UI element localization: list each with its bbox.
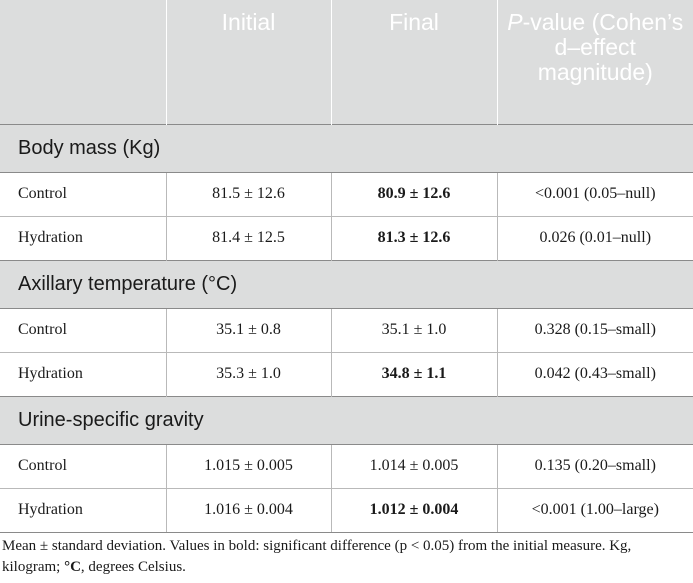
table-row: Control 1.015 ± 0.005 1.014 ± 0.005 0.13… <box>0 444 693 488</box>
header-p-value: P-value (Cohen’s d–effect magnitude) <box>496 0 693 124</box>
header-final: Final <box>330 0 497 124</box>
group-cell: Hydration <box>0 351 166 396</box>
table-row: Hydration 35.3 ± 1.0 34.8 ± 1.1 0.042 (0… <box>0 351 693 396</box>
section-header-row: Axillary temperature (°C) <box>0 259 693 309</box>
header-empty-cell <box>0 0 166 124</box>
table-row: Control 35.1 ± 0.8 35.1 ± 1.0 0.328 (0.1… <box>0 308 693 352</box>
table-footnote: Mean ± standard deviation. Values in bol… <box>2 536 690 578</box>
section-header-row: Body mass (Kg) <box>0 123 693 173</box>
results-table: Initial Final P-value (Cohen’s d–effect … <box>0 0 693 533</box>
final-cell: 1.012 ± 0.004 <box>330 487 497 533</box>
section-header-row: Urine-specific gravity <box>0 395 693 445</box>
p-value-cell: 0.135 (0.20–small) <box>496 444 693 488</box>
p-value-cell: <0.001 (1.00–large) <box>496 487 693 533</box>
p-value-cell: <0.001 (0.05–null) <box>496 172 693 216</box>
footnote-celsius-bold: °C <box>64 559 81 575</box>
initial-cell: 81.5 ± 12.6 <box>165 172 331 216</box>
header-p-italic: P <box>507 9 523 35</box>
p-value-cell: 0.042 (0.43–small) <box>496 351 693 396</box>
table-row: Hydration 81.4 ± 12.5 81.3 ± 12.6 0.026 … <box>0 215 693 260</box>
group-cell: Control <box>18 457 67 474</box>
group-cell: Hydration <box>0 487 166 533</box>
group-cell: Hydration <box>0 215 166 260</box>
final-cell: 81.3 ± 12.6 <box>330 215 497 260</box>
group-cell: Control <box>18 185 67 202</box>
final-cell: 35.1 ± 1.0 <box>330 308 497 352</box>
final-cell: 80.9 ± 12.6 <box>330 172 497 216</box>
final-cell: 1.014 ± 0.005 <box>330 444 497 488</box>
initial-cell: 1.016 ± 0.004 <box>165 487 331 533</box>
final-cell: 34.8 ± 1.1 <box>330 351 497 396</box>
section-title: Urine-specific gravity <box>0 395 693 445</box>
header-row: Initial Final P-value (Cohen’s d–effect … <box>0 0 693 124</box>
header-initial: Initial <box>165 0 331 124</box>
table-row: Hydration 1.016 ± 0.004 1.012 ± 0.004 <0… <box>0 487 693 533</box>
footnote-text-2: , degrees Celsius. <box>80 559 186 575</box>
initial-cell: 1.015 ± 0.005 <box>165 444 331 488</box>
initial-cell: 81.4 ± 12.5 <box>165 215 331 260</box>
group-cell: Control <box>18 321 67 338</box>
footnote-text-1: Mean ± standard deviation. Values in bol… <box>2 538 632 575</box>
p-value-cell: 0.026 (0.01–null) <box>496 215 693 260</box>
section-title: Body mass (Kg) <box>0 123 693 173</box>
initial-cell: 35.1 ± 0.8 <box>165 308 331 352</box>
header-p-rest: -value (Cohen’s d–effect magnitude) <box>522 9 684 85</box>
p-value-cell: 0.328 (0.15–small) <box>496 308 693 352</box>
initial-cell: 35.3 ± 1.0 <box>165 351 331 396</box>
section-title: Axillary temperature (°C) <box>0 259 693 309</box>
table-row: Control 81.5 ± 12.6 80.9 ± 12.6 <0.001 (… <box>0 172 693 216</box>
